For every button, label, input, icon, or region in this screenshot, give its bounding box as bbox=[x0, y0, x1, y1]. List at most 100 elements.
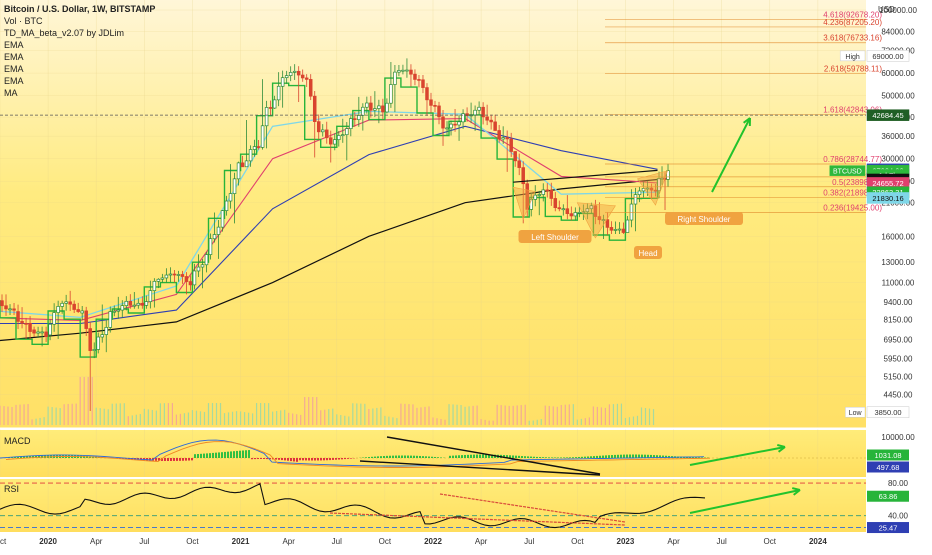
volume-bar bbox=[288, 413, 289, 425]
volume-bar bbox=[132, 415, 133, 425]
x-tick-label: Oct bbox=[379, 537, 392, 546]
volume-bar bbox=[525, 405, 526, 425]
volume-bar bbox=[316, 397, 317, 425]
y-tick-label: 30000.00 bbox=[881, 155, 915, 164]
volume-bar bbox=[19, 405, 20, 425]
macd-histogram-bar bbox=[626, 455, 628, 458]
legend-ma[interactable]: MA bbox=[4, 87, 155, 99]
candle-body bbox=[325, 130, 328, 138]
volume-bar bbox=[204, 412, 205, 425]
candle-body bbox=[410, 70, 413, 74]
x-tick-label: Apr bbox=[475, 537, 488, 546]
macd-pane-label[interactable]: MACD bbox=[4, 436, 31, 446]
candle-body bbox=[233, 179, 236, 194]
volume-bar bbox=[360, 404, 361, 425]
y-tick-label: 4450.00 bbox=[884, 390, 913, 399]
candle-body bbox=[309, 79, 312, 96]
y-tick-label: 8150.00 bbox=[884, 316, 913, 325]
candle-body bbox=[257, 147, 260, 148]
volume-bar bbox=[44, 417, 45, 425]
candle-body bbox=[17, 312, 20, 322]
candle-body bbox=[578, 212, 581, 213]
volume-bar bbox=[220, 403, 221, 425]
volume-bar bbox=[208, 403, 209, 425]
macd-histogram-bar bbox=[383, 456, 385, 458]
price-badge-tag-text: High bbox=[845, 54, 860, 61]
volume-bar bbox=[601, 407, 602, 425]
right-shoulder-label: Right Shoulder bbox=[678, 215, 731, 224]
volume-bar bbox=[248, 413, 249, 425]
volume-bar bbox=[268, 403, 269, 425]
macd-histogram-bar bbox=[299, 458, 301, 460]
candle-body bbox=[237, 163, 240, 179]
macd-histogram-bar bbox=[614, 455, 616, 458]
macd-histogram-bar bbox=[365, 457, 367, 458]
rsi-pane-label[interactable]: RSI bbox=[4, 484, 19, 494]
volume-bar bbox=[276, 411, 277, 425]
candle-body bbox=[157, 279, 160, 281]
candle-body bbox=[422, 80, 425, 88]
legend-ema-1[interactable]: EMA bbox=[4, 39, 155, 51]
y-tick-label: 11000.00 bbox=[882, 279, 915, 288]
candle-body bbox=[402, 70, 405, 71]
volume-bar bbox=[368, 409, 369, 425]
macd-badge-value: 497.68 bbox=[877, 463, 900, 472]
volume-bar bbox=[428, 406, 429, 425]
candle-body bbox=[349, 119, 352, 129]
symbol-title[interactable]: Bitcoin / U.S. Dollar, 1W, BITSTAMP bbox=[4, 3, 155, 15]
macd-histogram-bar bbox=[209, 453, 211, 458]
x-tick-label: Jul bbox=[139, 537, 149, 546]
candle-body bbox=[241, 163, 244, 167]
volume-bar bbox=[392, 417, 393, 425]
macd-histogram-bar bbox=[386, 456, 388, 458]
volume-bar bbox=[244, 412, 245, 425]
legend-ema-3[interactable]: EMA bbox=[4, 63, 155, 75]
candle-body bbox=[518, 161, 521, 168]
y-tick-label: 5150.00 bbox=[884, 372, 913, 381]
volume-bar bbox=[112, 404, 113, 425]
candle-body bbox=[510, 139, 513, 152]
volume-bar bbox=[485, 420, 486, 425]
volume-bar bbox=[48, 407, 49, 425]
currency-label: USD bbox=[878, 5, 895, 14]
volume-bar bbox=[96, 408, 97, 425]
macd-histogram-bar bbox=[314, 458, 316, 460]
candle-body bbox=[438, 106, 441, 117]
candle-body bbox=[5, 306, 8, 309]
volume-bar bbox=[11, 407, 12, 425]
candle-body bbox=[458, 122, 461, 125]
macd-histogram-bar bbox=[518, 456, 520, 458]
volume-bar bbox=[176, 415, 177, 425]
candle-body bbox=[622, 229, 625, 232]
macd-histogram-bar bbox=[530, 457, 532, 458]
macd-histogram-bar bbox=[281, 458, 283, 460]
macd-histogram-bar bbox=[206, 453, 208, 458]
rsi-tick-label: 40.00 bbox=[888, 512, 909, 521]
legend-ema-2[interactable]: EMA bbox=[4, 51, 155, 63]
candle-body bbox=[618, 229, 621, 230]
volume-bar bbox=[104, 409, 105, 425]
legend-ema-4[interactable]: EMA bbox=[4, 75, 155, 87]
candle-body bbox=[385, 103, 388, 112]
candle-body bbox=[41, 332, 44, 333]
volume-bar bbox=[637, 416, 638, 425]
x-tick-label: Jul bbox=[524, 537, 534, 546]
volume-bar bbox=[84, 377, 85, 425]
price-badge-value: 21830.16 bbox=[872, 194, 903, 203]
macd-histogram-bar bbox=[275, 458, 277, 460]
volume-bar bbox=[320, 410, 321, 425]
candle-body bbox=[377, 106, 380, 109]
candle-body bbox=[329, 138, 332, 144]
macd-histogram-bar bbox=[290, 458, 292, 461]
legend-td-ma[interactable]: TD_MA_beta_v2.07 by JDLim bbox=[4, 27, 155, 39]
volume-bar bbox=[256, 403, 257, 425]
legend-volume[interactable]: Vol · BTC bbox=[4, 15, 155, 27]
macd-histogram-bar bbox=[623, 455, 625, 458]
candle-body bbox=[285, 76, 288, 78]
rsi-badge-value: 63.86 bbox=[879, 492, 898, 501]
candle-body bbox=[29, 323, 32, 331]
candle-body bbox=[249, 149, 252, 160]
volume-bar bbox=[344, 416, 345, 425]
macd-histogram-bar bbox=[221, 452, 223, 458]
